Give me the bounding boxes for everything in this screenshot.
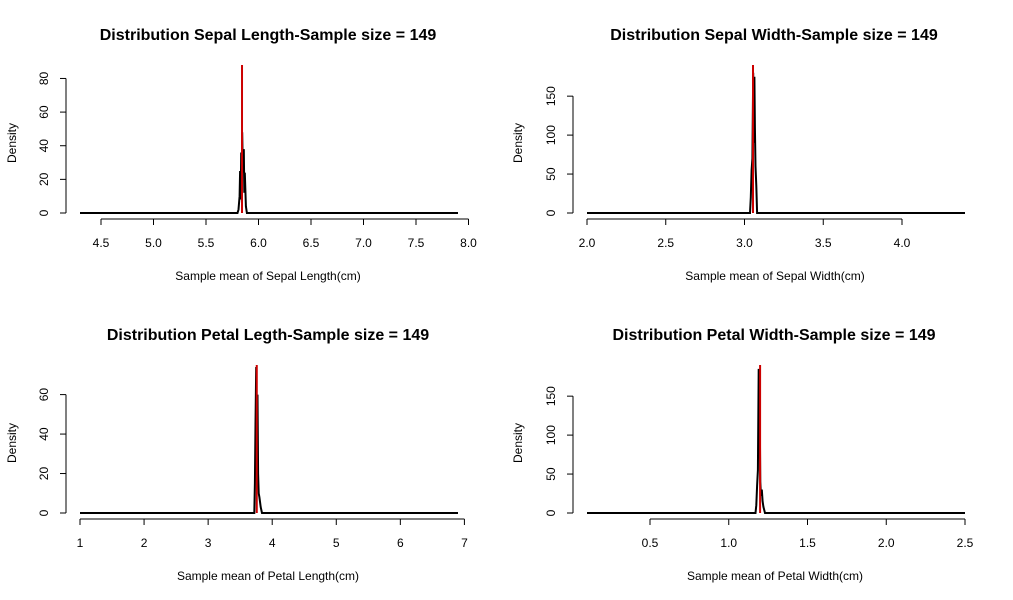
chart-panel-4: Distribution Petal Width-Sample size = 1… <box>511 327 974 583</box>
chart-panel-1: Distribution Sepal Length-Sample size = … <box>5 27 477 283</box>
x-tick-label: 2 <box>141 536 148 550</box>
y-tick-label: 40 <box>37 427 51 441</box>
x-axis-label: Sample mean of Sepal Length(cm) <box>175 269 360 283</box>
density-line <box>80 366 458 514</box>
x-tick-label: 6.5 <box>303 236 320 250</box>
y-tick-label: 60 <box>37 388 51 402</box>
x-tick-label: 3.5 <box>815 236 832 250</box>
x-tick-label: 3 <box>205 536 212 550</box>
y-axis-label: Density <box>5 123 19 163</box>
x-tick-label: 2.5 <box>657 236 674 250</box>
y-tick-label: 80 <box>37 71 51 85</box>
x-tick-label: 1.5 <box>799 536 816 550</box>
y-tick-label: 20 <box>37 467 51 481</box>
x-tick-label: 8.0 <box>460 236 477 250</box>
x-tick-label: 7.5 <box>408 236 425 250</box>
x-tick-label: 0.5 <box>642 536 659 550</box>
chart-title: Distribution Petal Width-Sample size = 1… <box>612 327 935 344</box>
x-tick-label: 2.0 <box>878 536 895 550</box>
x-tick-label: 4.0 <box>894 236 911 250</box>
x-tick-label: 1 <box>77 536 84 550</box>
chart-title: Distribution Sepal Width-Sample size = 1… <box>610 27 938 44</box>
x-tick-label: 6.0 <box>250 236 267 250</box>
y-axis-label: Density <box>511 123 525 163</box>
y-tick-label: 150 <box>544 86 558 106</box>
y-tick-label: 0 <box>544 209 558 216</box>
y-tick-label: 20 <box>37 172 51 186</box>
x-tick-label: 7.0 <box>355 236 372 250</box>
y-tick-label: 0 <box>37 509 51 516</box>
x-tick-label: 2.0 <box>579 236 596 250</box>
x-tick-label: 7 <box>461 536 468 550</box>
chart-panel-2: Distribution Sepal Width-Sample size = 1… <box>511 27 965 283</box>
density-line <box>587 72 965 214</box>
x-tick-label: 3.0 <box>736 236 753 250</box>
x-tick-label: 5.0 <box>145 236 162 250</box>
y-tick-label: 100 <box>544 425 558 445</box>
y-tick-label: 100 <box>544 125 558 145</box>
y-axis-label: Density <box>5 423 19 463</box>
density-line <box>587 368 965 514</box>
x-axis-label: Sample mean of Petal Length(cm) <box>177 569 359 583</box>
x-tick-label: 5.5 <box>198 236 215 250</box>
density-line <box>80 132 458 214</box>
x-tick-label: 6 <box>397 536 404 550</box>
x-tick-label: 4 <box>269 536 276 550</box>
y-tick-label: 50 <box>544 167 558 181</box>
y-axis-label: Density <box>511 423 525 463</box>
x-tick-label: 1.0 <box>720 536 737 550</box>
y-tick-label: 150 <box>544 386 558 406</box>
y-tick-label: 0 <box>37 209 51 216</box>
x-tick-label: 2.5 <box>957 536 974 550</box>
x-tick-label: 5 <box>333 536 340 550</box>
y-tick-label: 60 <box>37 105 51 119</box>
x-axis-label: Sample mean of Petal Width(cm) <box>687 569 863 583</box>
y-tick-label: 0 <box>544 509 558 516</box>
chart-panel-3: Distribution Petal Legth-Sample size = 1… <box>5 327 468 583</box>
chart-title: Distribution Petal Legth-Sample size = 1… <box>107 327 429 344</box>
x-axis-label: Sample mean of Sepal Width(cm) <box>685 269 864 283</box>
chart-title: Distribution Sepal Length-Sample size = … <box>100 27 437 44</box>
y-tick-label: 50 <box>544 467 558 481</box>
y-tick-label: 40 <box>37 139 51 153</box>
x-tick-label: 4.5 <box>93 236 110 250</box>
